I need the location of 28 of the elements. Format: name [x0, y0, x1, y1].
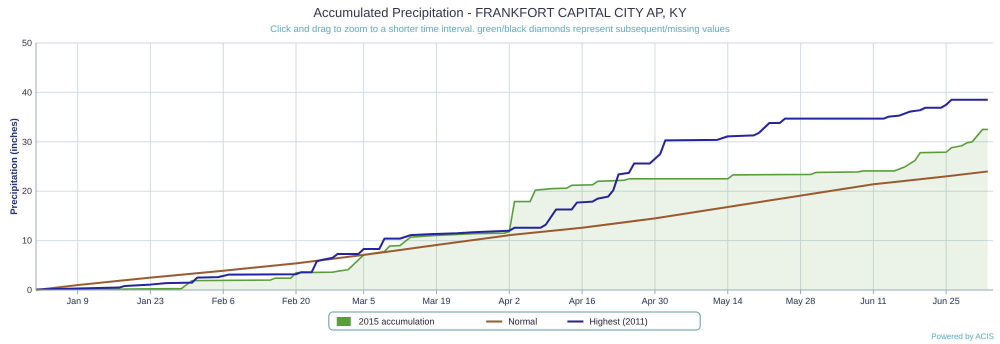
x-tick-label: Feb 6: [212, 296, 235, 306]
line-series: [35, 98, 989, 291]
x-tick-label: Apr 30: [642, 296, 668, 306]
chart-title: Accumulated Precipitation - FRANKFORT CAPITAL CITY AP, KY: [313, 5, 687, 20]
x-tick-label: Mar 5: [352, 296, 376, 306]
legend-label: Normal: [508, 316, 538, 326]
legend-label: 2015 accumulation: [358, 316, 434, 326]
text: Powered by ACIS: [931, 332, 994, 341]
x-tick-label: Mar 19: [422, 296, 450, 306]
x-tick-label: Apr 2: [498, 296, 520, 306]
x-tick-label: Apr 16: [568, 296, 596, 306]
x-tick-label: May 14: [712, 296, 742, 306]
x-tick-label: Jun 25: [932, 296, 960, 306]
y-tick-label: 10: [22, 236, 32, 246]
y-tick-label: 40: [22, 87, 32, 98]
y-axis-title: Precipitation (inches): [9, 118, 20, 215]
x-tick-label: Jun 11: [860, 296, 887, 306]
x-tick-label: Jan 9: [66, 296, 89, 306]
line-series: [35, 170, 989, 291]
y-tick-label: 30: [22, 136, 32, 147]
x-tick-label: May 28: [786, 296, 816, 306]
y-tick-label: 20: [22, 186, 32, 196]
x-tick-label: Jan 23: [136, 296, 164, 306]
chart-subtitle: Click and drag to zoom to a shorter time interval. green/black diamonds represent subsequent/missing values: [270, 24, 730, 35]
y-tick-label: 0: [26, 285, 32, 295]
y-tick-label: 50: [22, 38, 32, 48]
legend-label: Highest (2011): [589, 316, 648, 326]
x-tick-label: Feb 20: [282, 296, 310, 306]
